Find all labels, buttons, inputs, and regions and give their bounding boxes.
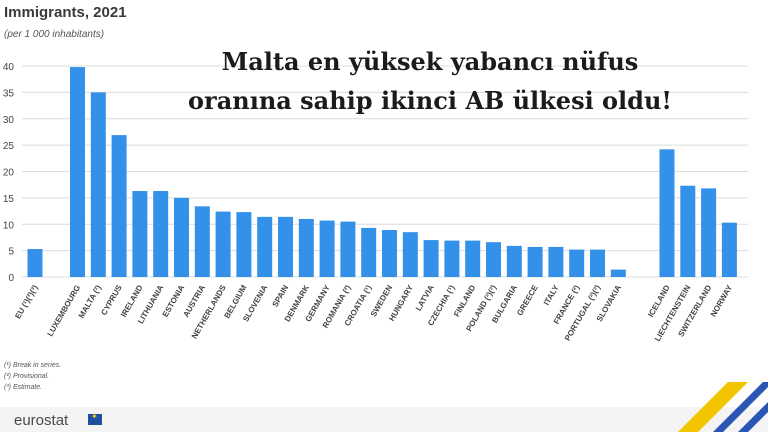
corner-stripes-decoration bbox=[678, 382, 768, 432]
x-tick-label: ITALY bbox=[542, 283, 561, 307]
bar bbox=[701, 188, 717, 277]
chart-subtitle: (per 1 000 inhabitants) bbox=[4, 29, 105, 40]
x-tick-label: LATVIA bbox=[414, 283, 436, 312]
headline: Malta en yüksek yabancı nüfus oranına sa… bbox=[120, 42, 740, 120]
footnote-provisional: (²) Provisional. bbox=[4, 373, 50, 380]
bar bbox=[278, 216, 293, 277]
bar bbox=[506, 245, 522, 277]
y-tick-label: 30 bbox=[3, 115, 15, 126]
bar bbox=[361, 227, 377, 277]
y-tick-label: 0 bbox=[8, 273, 14, 284]
bar bbox=[27, 249, 43, 277]
bar bbox=[215, 211, 231, 277]
y-tick-label: 40 bbox=[3, 62, 15, 73]
y-tick-label: 25 bbox=[3, 141, 15, 152]
bar bbox=[132, 191, 148, 277]
bar bbox=[444, 240, 460, 277]
bar bbox=[465, 240, 481, 277]
eu-flag-icon bbox=[88, 412, 102, 425]
bar bbox=[423, 240, 439, 277]
bar bbox=[111, 135, 127, 277]
x-tick-label: EU (¹)(²)(³) bbox=[13, 283, 40, 320]
y-tick-label: 20 bbox=[3, 168, 15, 179]
bar bbox=[70, 67, 85, 278]
bar bbox=[90, 92, 106, 277]
x-tick-label: SPAIN bbox=[271, 283, 291, 308]
y-tick-label: 15 bbox=[3, 194, 15, 205]
bar bbox=[680, 185, 696, 277]
chart-title: Immigrants, 2021 bbox=[4, 4, 127, 21]
bar bbox=[257, 216, 273, 277]
footnote-break-in-series: (¹) Break in series. bbox=[4, 362, 62, 369]
footnote-estimate: (³) Estimate. bbox=[4, 384, 43, 391]
bar bbox=[721, 222, 737, 277]
bar bbox=[659, 149, 675, 277]
headline-line-1: Malta en yüksek yabancı nüfus bbox=[221, 47, 639, 76]
eurostat-logo: eurostat bbox=[14, 412, 69, 429]
bar bbox=[319, 220, 335, 277]
bar bbox=[174, 197, 189, 277]
bar bbox=[194, 206, 210, 277]
y-tick-label: 5 bbox=[8, 247, 14, 258]
bar bbox=[548, 246, 564, 277]
bar bbox=[236, 212, 252, 277]
bar bbox=[610, 269, 626, 277]
bar bbox=[153, 191, 169, 277]
y-tick-label: 10 bbox=[3, 220, 15, 231]
bar bbox=[590, 249, 605, 277]
bar bbox=[527, 246, 543, 277]
bar bbox=[402, 232, 418, 277]
footnotes: (¹) Break in series. (²) Provisional. (³… bbox=[4, 360, 61, 393]
bar bbox=[340, 221, 356, 277]
headline-line-2: oranına sahip ikinci AB ülkesi oldu! bbox=[188, 86, 672, 115]
footer-bar bbox=[0, 407, 768, 432]
bar bbox=[298, 218, 314, 277]
bar bbox=[382, 230, 397, 277]
y-tick-label: 35 bbox=[3, 88, 15, 99]
x-tick-label: LUXEMBOURG bbox=[46, 284, 83, 339]
bar bbox=[486, 242, 501, 277]
bar bbox=[569, 249, 585, 277]
